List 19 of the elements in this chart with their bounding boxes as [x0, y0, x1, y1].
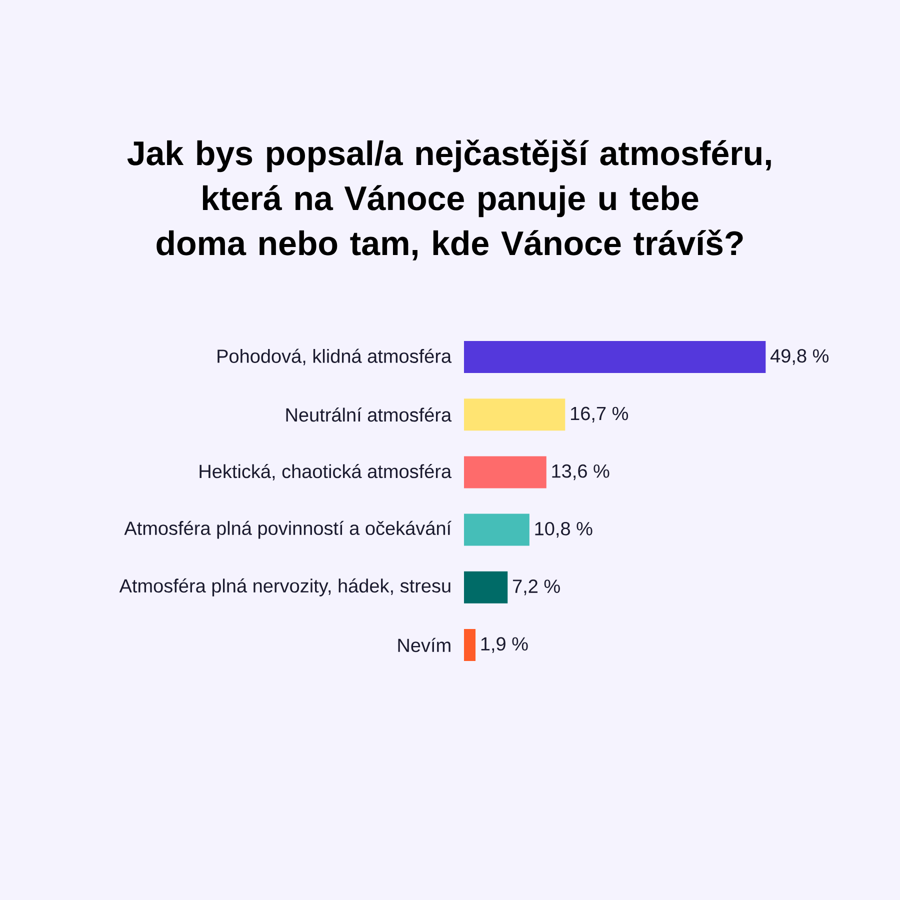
data-label: 49,8 % [770, 349, 829, 365]
data-label: 16,7 % [571, 406, 628, 422]
bar [464, 341, 766, 373]
y-tick-label: Pohodová, klidná atmosféra [218, 348, 452, 366]
bar [464, 514, 530, 546]
data-label: 10,8 % [535, 522, 592, 538]
data-label: 1,9 % [481, 637, 528, 653]
bar [464, 571, 508, 604]
y-tick-label: Neutrální atmosféra [286, 408, 452, 422]
data-label: 13,6 % [552, 464, 610, 480]
y-tick-label: Nevím [398, 638, 450, 652]
bar [464, 398, 566, 431]
y-tick-label: Atmosféra plná povinností a očekávání [124, 520, 452, 539]
bar [464, 628, 476, 661]
data-label: 7,2 % [512, 580, 560, 596]
chart-title: Jak bys popsal/a nejčastější atmosféru, která na Vánoce panuje u tebe doma nebo tam, kde Vánoce trávíš? [127, 140, 771, 260]
bar [464, 456, 546, 488]
y-tick-label: Hektická, chaotická atmosféra [200, 464, 452, 480]
y-tick-label: Atmosféra plná nervozity, hádek, stresu [119, 578, 450, 596]
